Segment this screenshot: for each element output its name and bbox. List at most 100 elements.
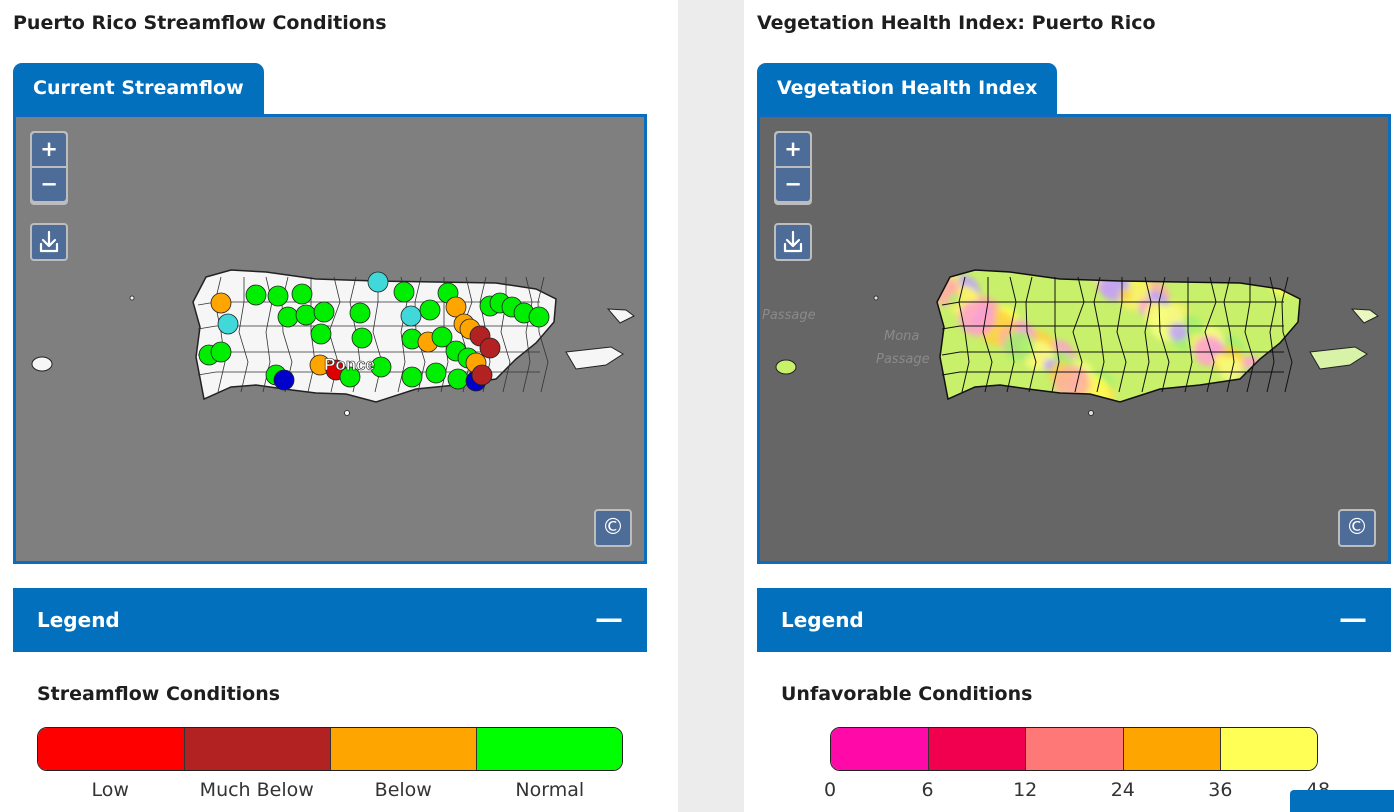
gauge-marker [310,323,332,345]
scale-segment [1025,728,1123,770]
streamflow-gauges [198,271,550,392]
download-button[interactable] [30,223,68,261]
gauge-marker [217,313,239,335]
legend-header[interactable]: Legend — [757,588,1391,652]
vhi-patch [1264,388,1282,402]
gauge-marker [425,362,447,384]
gauge-marker [471,364,493,386]
gauge-marker [351,327,373,349]
culebra-island [1350,308,1379,324]
gauge-marker [401,366,423,388]
gauge-marker [291,283,313,305]
gauge-marker [210,292,232,314]
municipality-line [1281,276,1293,393]
vhi-patch [1054,365,1090,401]
municipality-line [941,351,1284,356]
attribution-button[interactable]: © [594,509,632,547]
attribution-button[interactable]: © [1338,509,1376,547]
scale-segment [831,728,929,770]
zoom-out-button[interactable]: − [776,168,810,201]
vhi-panel: Vegetation Health Index: Puerto Rico Veg… [744,0,1394,812]
map-label-mona-passage: Passage [876,352,930,367]
zoom-out-button[interactable]: − [32,168,66,201]
gauge-marker [339,366,361,388]
vhi-patch [1004,331,1034,361]
streamflow-color-scale [37,727,623,771]
scale-segment [1219,728,1317,770]
legend-title: Streamflow Conditions [37,683,281,705]
gauge-marker [528,306,550,328]
vhi-patch [1169,323,1187,341]
gauge-marker [431,326,453,348]
zoom-control: + − [30,131,68,205]
scale-segment [1122,728,1220,770]
municipality-line [197,325,540,330]
caja-de-muertos-island [1088,410,1094,416]
gauge-marker [445,296,467,318]
scale-tick-label: 0 [823,779,837,801]
collapse-icon[interactable]: — [595,602,623,635]
vhi-patch [1274,384,1286,396]
vhi-patch [1244,370,1280,402]
gauge-marker [273,369,295,391]
scale-segment [476,728,622,770]
gauge-marker [400,305,422,327]
scale-tick-label: 12 [1013,779,1038,801]
vhi-patch [1264,380,1300,402]
municipality-line [537,276,549,393]
zoom-control: + − [774,131,812,205]
vhi-patch [1254,366,1284,396]
vhi-patch [1219,357,1243,381]
map-label-passage: Passage [762,308,816,323]
scale-segment [38,728,184,770]
scale-tick-label: 6 [921,779,934,801]
municipality-line [941,371,1284,376]
gauge-marker [479,337,501,359]
download-button[interactable] [774,223,812,261]
vhi-patch [1119,289,1131,301]
vhi-patch [937,270,946,281]
download-icon [783,230,803,253]
tab-current-streamflow[interactable]: Current Streamflow [13,63,264,115]
vhi-map-layer: Passage Mona Passage [762,269,1379,416]
scale-tick-label: 24 [1110,779,1135,801]
panel-title: Puerto Rico Streamflow Conditions [13,12,387,34]
floating-action-button[interactable] [1290,790,1394,812]
city-label-ponce: Ponce [324,355,375,374]
desecheo-island [129,295,135,301]
municipality-line [941,325,1284,330]
scale-label: Low [91,779,129,801]
legend-header[interactable]: Legend — [13,588,647,652]
puerto-rico-island-outline [936,269,1301,403]
legend-title: Unfavorable Conditions [781,683,1033,705]
gauge-marker [295,304,317,326]
gauge-marker [393,281,415,303]
gauge-marker [313,301,335,323]
scale-label: Below [374,779,432,801]
streamflow-panel: Puerto Rico Streamflow Conditions Curren… [0,0,678,812]
tab-vegetation-health-index[interactable]: Vegetation Health Index [757,63,1058,115]
gauge-marker [370,356,392,378]
vhi-raster [937,270,1300,402]
gauge-marker [419,299,441,321]
gauge-marker [267,285,289,307]
zoom-in-button[interactable]: + [776,133,810,166]
vhi-patch [1259,377,1283,401]
legend-label: Legend [37,608,120,632]
vieques-island [565,346,624,370]
gauge-marker [277,306,299,328]
panel-divider [678,0,744,812]
scale-segment [330,728,476,770]
zoom-in-button[interactable]: + [32,133,66,166]
mona-island [775,359,797,375]
collapse-icon[interactable]: — [1339,602,1367,635]
gauge-marker [367,271,389,293]
streamflow-map-layer: Ponce [31,269,635,416]
vhi-map[interactable]: Passage Mona Passage + − © [757,114,1391,564]
legend-label: Legend [781,608,864,632]
gauge-marker [447,368,469,390]
streamflow-map[interactable]: Ponce + − © [13,114,647,564]
vhi-patch [1279,387,1300,402]
vhi-patch [1254,374,1266,386]
scale-segment [928,728,1026,770]
